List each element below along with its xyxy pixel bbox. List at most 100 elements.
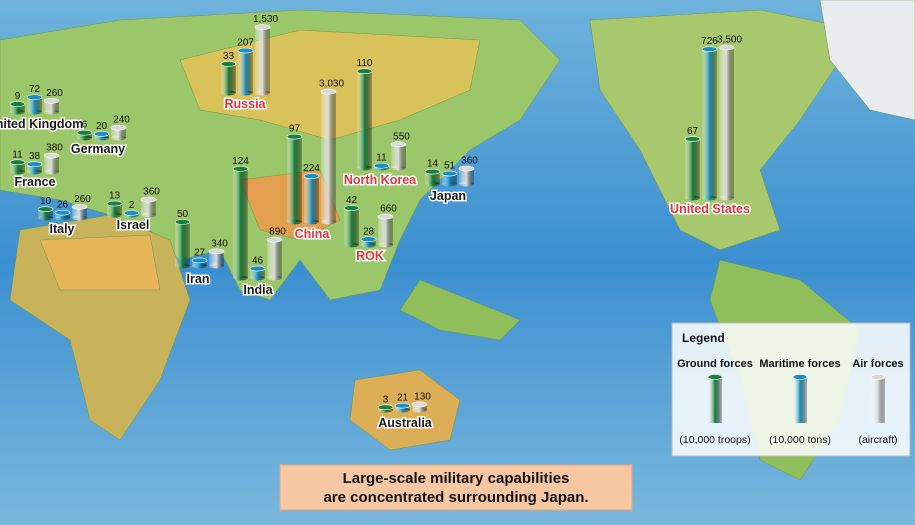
bar-base [719, 195, 734, 201]
value-label: 11 [12, 149, 23, 160]
bar [267, 239, 282, 278]
value-label: 6 [82, 120, 88, 131]
bar-cap [43, 152, 60, 159]
bar-base [221, 90, 236, 96]
country-label: Germany [71, 142, 125, 156]
bar-base [425, 181, 440, 187]
bar-cap [377, 213, 394, 220]
bar-base [175, 263, 190, 269]
value-label: 13 [109, 191, 121, 202]
bar-cap [26, 94, 43, 101]
bar [425, 171, 440, 184]
bar [38, 209, 53, 218]
bar [111, 127, 126, 138]
bar-cap [441, 170, 458, 177]
country-group: 50 27 340 Iran [174, 209, 228, 288]
country-group: 6 20 240 Germany [69, 115, 130, 158]
bar-cap [37, 206, 54, 212]
value-label: 42 [346, 195, 358, 206]
bar-base [55, 215, 70, 221]
bar [233, 168, 248, 278]
bar-cap [208, 248, 225, 255]
bar-cap [701, 46, 718, 52]
bar-base [233, 275, 248, 281]
country-group: 110 11 550 North Korea [342, 58, 418, 188]
bar-cap [26, 161, 43, 168]
bar-base [378, 242, 393, 248]
bar-base [192, 263, 207, 269]
bar-cap [377, 404, 394, 411]
value-label: 46 [252, 256, 264, 267]
bar [44, 100, 59, 112]
value-label: 890 [269, 227, 286, 238]
value-label: 38 [29, 151, 41, 162]
bar-base [27, 109, 42, 115]
bar [391, 144, 406, 168]
value-label: 726 [701, 36, 718, 47]
country-label: United Kingdom [0, 117, 83, 131]
bar-cap [43, 98, 60, 104]
bar-base [94, 135, 109, 141]
bar [344, 208, 359, 245]
bar-cap [249, 265, 266, 272]
bar-cap [191, 257, 208, 264]
bar [255, 27, 270, 93]
legend-swatch [708, 377, 722, 423]
bar-base [357, 165, 372, 171]
country-label: North Korea [344, 173, 417, 187]
bar [72, 206, 87, 218]
bar-base [442, 181, 457, 187]
bar-cap [266, 236, 283, 243]
bar-cap [458, 165, 475, 172]
country-group: 9 72 260 United Kingdom [0, 84, 85, 132]
legend-title: Legend [682, 331, 725, 345]
bar-cap [343, 205, 360, 211]
bar [685, 139, 700, 198]
country-label: China [295, 227, 331, 241]
value-label: 260 [46, 88, 63, 99]
country-group: 13 2 360 Israel [106, 187, 160, 234]
banner-line: Large-scale military capabilities [343, 470, 570, 487]
value-label: 660 [380, 204, 397, 215]
bar [287, 136, 302, 222]
legend-label: Air forces [852, 358, 903, 370]
bar [304, 176, 319, 222]
bar-cap [356, 68, 373, 74]
bar-cap [110, 124, 127, 131]
bar-cap [123, 210, 140, 216]
value-label: 550 [393, 131, 410, 142]
bar-cap [140, 196, 157, 203]
value-label: 340 [211, 238, 228, 249]
value-label: 360 [143, 187, 160, 198]
bar-base [10, 169, 25, 175]
legend: Legend Ground forces (10,000 troops) Marit… [671, 322, 911, 457]
bar-cap [174, 219, 191, 225]
bar [321, 91, 336, 223]
banner-box [279, 464, 633, 511]
country-group: 10 26 260 Italy [37, 194, 91, 238]
bar-cap [220, 61, 237, 67]
value-label: 360 [461, 156, 478, 167]
country-label: Iran [187, 272, 210, 286]
bar-cap [424, 168, 441, 175]
bar [27, 97, 42, 112]
bar-base [287, 219, 302, 225]
bar-base [361, 242, 376, 248]
country-group: 67 726 3,500 United States [669, 35, 752, 218]
bar-groups: 972260United Kingdom620240Germany1138380… [0, 14, 752, 431]
bar-base [44, 169, 59, 175]
bar [44, 155, 59, 172]
legend-swatch-cap [870, 374, 886, 380]
value-label: 3,500 [717, 35, 742, 46]
country-group: 11 38 380 France [9, 143, 63, 191]
legend-unit: (aircraft) [858, 434, 897, 446]
value-label: 20 [96, 121, 108, 132]
value-label: 33 [223, 51, 235, 62]
bar-base [304, 219, 319, 225]
value-label: 110 [357, 58, 373, 69]
bar-base [44, 109, 59, 115]
bar [357, 71, 372, 168]
legend-swatch [871, 377, 885, 423]
bar-base [395, 407, 410, 413]
country-label: Australia [378, 416, 433, 430]
